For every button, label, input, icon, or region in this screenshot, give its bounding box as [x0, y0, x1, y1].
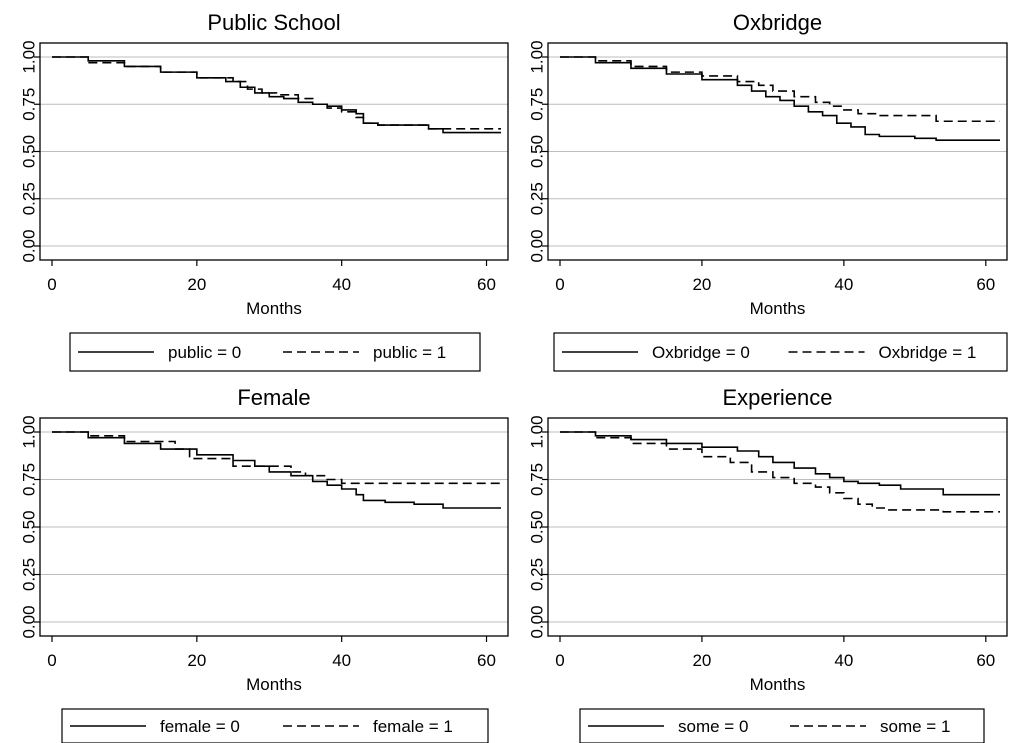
- panel-3: Experience 0.00 0.25 0.50 0.75 1.00 0 20 40 60 Mon…: [528, 385, 1008, 743]
- series-line-0: [52, 431, 501, 509]
- x-axis-label: Months: [750, 299, 806, 318]
- y-tick-label: 0.50: [20, 135, 39, 168]
- x-tick-label: 40: [834, 275, 853, 294]
- panel-2: Female 0.00 0.25 0.50 0.75 1.00 0 20 40 60 Months f…: [20, 385, 509, 743]
- series-line-0: [52, 56, 501, 134]
- x-tick-label: 20: [692, 275, 711, 294]
- panel-1: Oxbridge 0.00 0.25 0.50 0.75 1.00 0 20 40 60 Month…: [528, 10, 1008, 372]
- y-tick-label: 0.50: [20, 510, 39, 543]
- chart-title: Female: [237, 385, 310, 410]
- series-line-1: [560, 56, 1000, 123]
- x-axis-label: Months: [246, 299, 302, 318]
- x-tick-label: 0: [47, 651, 56, 670]
- plot-frame: [39, 42, 509, 261]
- y-tick-label: 0.00: [528, 605, 547, 638]
- y-tick-label: 0.00: [20, 229, 39, 262]
- x-tick-label: 40: [332, 651, 351, 670]
- x-tick-label: 60: [477, 651, 496, 670]
- x-axis-label: Months: [246, 675, 302, 694]
- y-tick-label: 0.50: [528, 510, 547, 543]
- legend-label-1: public = 1: [373, 343, 446, 362]
- legend-label-1: female = 1: [373, 717, 453, 736]
- x-tick-label: 40: [332, 275, 351, 294]
- x-tick-label: 60: [976, 651, 995, 670]
- y-tick-label: 0.00: [20, 605, 39, 638]
- legend-label-1: some = 1: [880, 717, 950, 736]
- y-tick-label: 0.25: [20, 182, 39, 215]
- y-tick-label: 0.75: [528, 88, 547, 121]
- series-line-0: [560, 56, 1000, 141]
- series-line-0: [560, 431, 1000, 496]
- x-tick-label: 0: [47, 275, 56, 294]
- y-tick-label: 0.25: [528, 558, 547, 591]
- legend-label-0: public = 0: [168, 343, 241, 362]
- chart-title: Experience: [722, 385, 832, 410]
- x-axis-label: Months: [750, 675, 806, 694]
- series-line-1: [52, 56, 501, 130]
- x-tick-label: 20: [187, 275, 206, 294]
- legend-label-0: Oxbridge = 0: [652, 343, 750, 362]
- legend-label-0: female = 0: [160, 717, 240, 736]
- series-line-1: [52, 431, 501, 485]
- y-tick-label: 0.50: [528, 135, 547, 168]
- plot-frame: [547, 42, 1008, 261]
- y-tick-label: 0.25: [528, 182, 547, 215]
- x-tick-label: 0: [555, 275, 564, 294]
- plot-frame: [547, 417, 1008, 637]
- panel-0: Public School 0.00 0.25 0.50 0.75 1.00 0 20 40 60…: [20, 10, 509, 372]
- chart-title: Public School: [207, 10, 340, 35]
- x-tick-label: 20: [187, 651, 206, 670]
- x-tick-label: 0: [555, 651, 564, 670]
- legend: Oxbridge = 0 Oxbridge = 1: [553, 332, 1008, 372]
- legend-label-1: Oxbridge = 1: [879, 343, 977, 362]
- x-tick-label: 60: [976, 275, 995, 294]
- x-tick-label: 20: [692, 651, 711, 670]
- legend: public = 0 public = 1: [69, 332, 481, 372]
- y-tick-label: 1.00: [528, 415, 547, 448]
- y-tick-label: 0.00: [528, 229, 547, 262]
- legend-label-0: some = 0: [678, 717, 748, 736]
- legend: some = 0 some = 1: [579, 708, 985, 743]
- y-tick-label: 0.75: [20, 463, 39, 496]
- y-tick-label: 0.75: [20, 88, 39, 121]
- y-tick-label: 1.00: [528, 40, 547, 73]
- chart-title: Oxbridge: [733, 10, 822, 35]
- series-line-1: [560, 431, 1000, 513]
- legend: female = 0 female = 1: [61, 708, 489, 743]
- plot-frame: [39, 417, 509, 637]
- y-tick-label: 1.00: [20, 415, 39, 448]
- x-tick-label: 40: [834, 651, 853, 670]
- y-tick-label: 1.00: [20, 40, 39, 73]
- y-tick-label: 0.25: [20, 558, 39, 591]
- y-tick-label: 0.75: [528, 463, 547, 496]
- x-tick-label: 60: [477, 275, 496, 294]
